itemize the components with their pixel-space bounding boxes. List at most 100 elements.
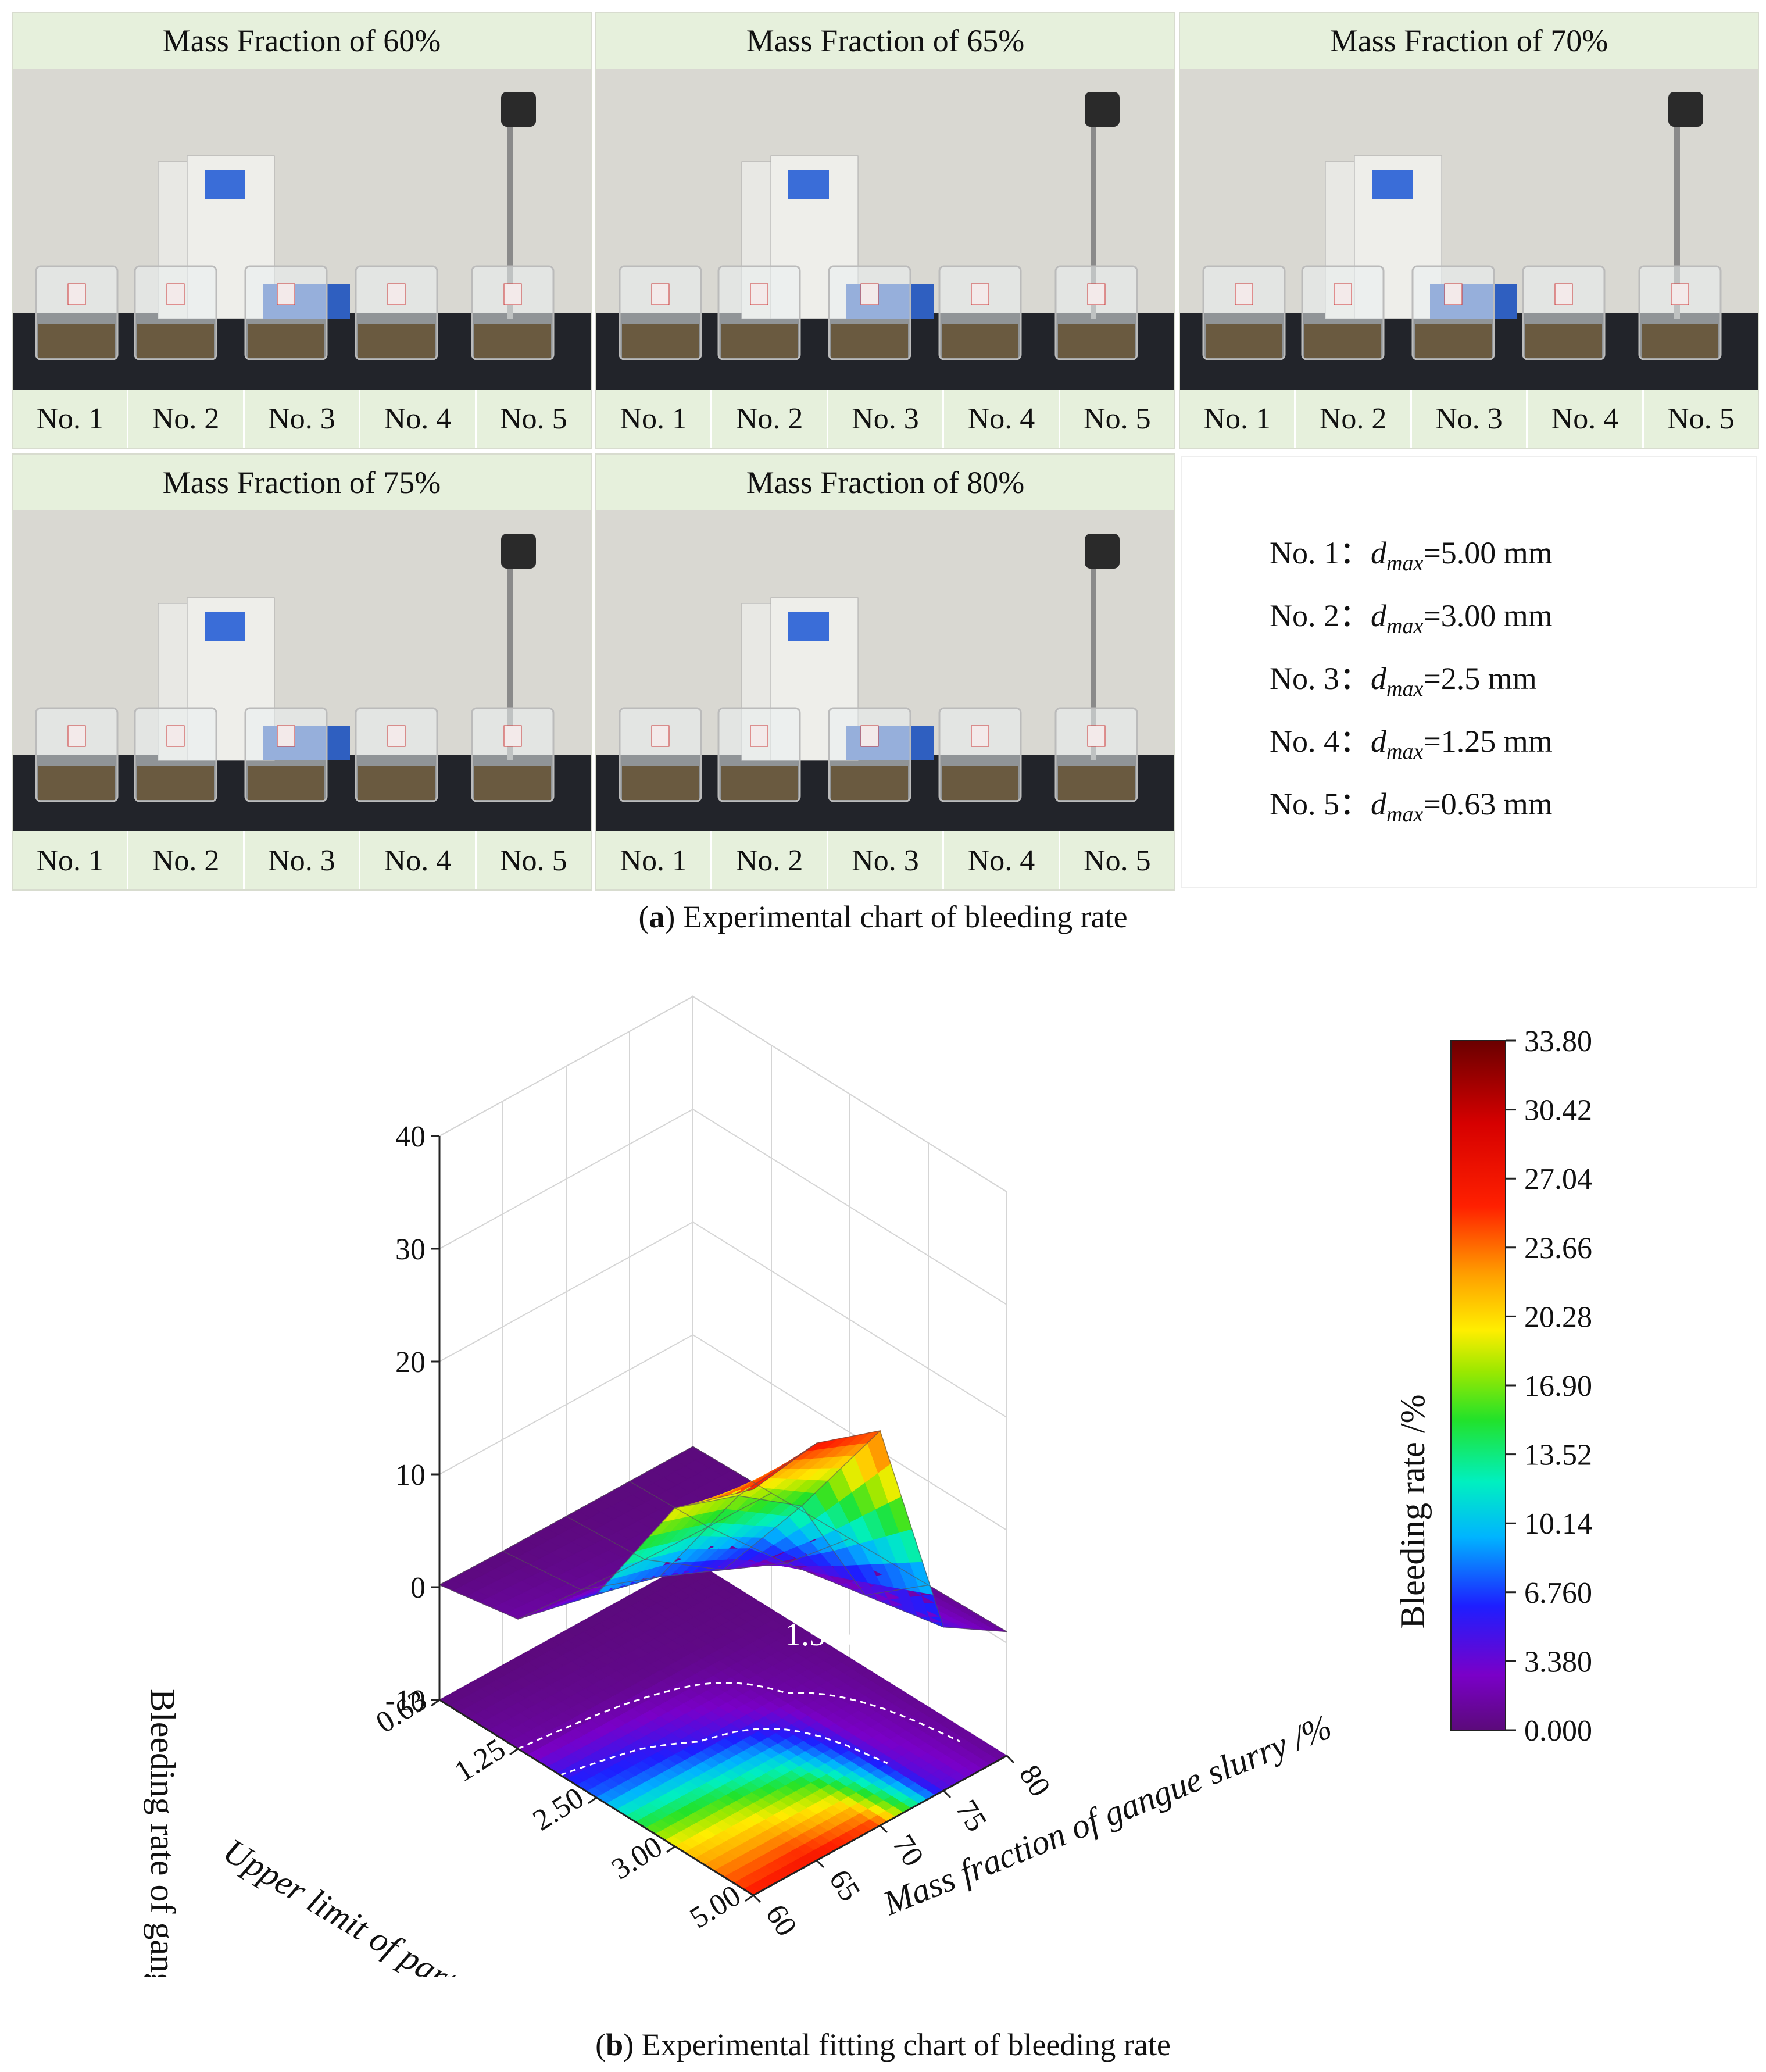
sample-label: No. 1 bbox=[1180, 390, 1295, 448]
sample-label: No. 3 bbox=[1410, 390, 1527, 448]
sample-label: No. 2 bbox=[710, 831, 827, 889]
colorbar-tick-label: 20.28 bbox=[1524, 1301, 1592, 1334]
sample-label: No. 3 bbox=[242, 390, 359, 448]
sample-label: No. 1 bbox=[13, 390, 127, 448]
caption-b: (b) Experimental fitting chart of bleedi… bbox=[595, 2027, 1171, 2062]
legend-sub: max bbox=[1386, 676, 1424, 701]
legend-d: d bbox=[1371, 724, 1386, 759]
sample-label: No. 3 bbox=[242, 831, 359, 889]
y-tick-mark bbox=[752, 1894, 762, 1903]
experiment-panel: Mass Fraction of 65% No. 1 No. 2 No. 3 No. 4… bbox=[595, 12, 1175, 449]
x-tick-label: 3.00 bbox=[606, 1830, 668, 1887]
sample-label: No. 5 bbox=[1058, 831, 1175, 889]
legend-d: d bbox=[1371, 661, 1386, 696]
legend-sub: max bbox=[1386, 613, 1424, 638]
sample-label: No. 4 bbox=[942, 831, 1059, 889]
colorbar-ticks: 33.80 30.42 27.04 23.66 20.28 16.90 13.52 10.14… bbox=[1506, 1025, 1592, 1748]
legend-row: No. 4：dmax=1.25 mm bbox=[1270, 715, 1553, 765]
legend-row: No. 2：dmax=3.00 mm bbox=[1270, 590, 1553, 639]
colorbar bbox=[1450, 1040, 1506, 1731]
legend-row: No. 5：dmax=0.63 mm bbox=[1270, 778, 1553, 827]
x-tick-label: 5.00 bbox=[684, 1879, 746, 1935]
legend-value: =5.00 mm bbox=[1423, 535, 1553, 570]
caption-a: (a) Experimental chart of bleeding rate bbox=[638, 899, 1128, 934]
x-tick-mark bbox=[745, 1894, 754, 1902]
mesh-line bbox=[502, 1442, 817, 1591]
y-tick-mark bbox=[816, 1859, 825, 1869]
mesh-line bbox=[629, 1481, 944, 1628]
legend-d: d bbox=[1371, 598, 1386, 633]
x-tick-label: 2.50 bbox=[527, 1781, 589, 1838]
legend-value: =0.63 mm bbox=[1423, 787, 1553, 821]
sample-labels: No. 1 No. 2 No. 3 No. 4 No. 5 bbox=[13, 831, 591, 889]
experiment-panel: Mass Fraction of 60% No. 1 No. 2 No. 3 No. 4… bbox=[12, 12, 592, 449]
lab-photo bbox=[596, 510, 1174, 834]
sample-label: No. 5 bbox=[1058, 390, 1175, 448]
sample-label: No. 3 bbox=[826, 831, 943, 889]
lab-photo-illustration bbox=[1180, 69, 1758, 392]
x-tick-mark bbox=[509, 1748, 519, 1756]
colorbar-tick-label: 13.52 bbox=[1524, 1439, 1592, 1472]
mesh-line bbox=[566, 1430, 881, 1571]
lab-photo bbox=[13, 69, 591, 392]
sample-label: No. 2 bbox=[127, 390, 243, 448]
lab-photo-illustration bbox=[596, 510, 1174, 834]
panel-title: Mass Fraction of 65% bbox=[596, 13, 1174, 69]
legend-sub: max bbox=[1386, 739, 1424, 764]
colorbar-label: Bleeding rate /% bbox=[1393, 1394, 1432, 1628]
legend-no: No. 1： bbox=[1270, 535, 1371, 570]
caption-b-text: Experimental fitting chart of bleeding r… bbox=[634, 2027, 1171, 2062]
colorbar-tick-label: 6.760 bbox=[1524, 1577, 1592, 1610]
sample-label: No. 5 bbox=[474, 831, 591, 889]
sample-label: No. 2 bbox=[127, 831, 243, 889]
sample-labels: No. 1 No. 2 No. 3 No. 4 No. 5 bbox=[13, 390, 591, 448]
sample-label: No. 1 bbox=[13, 831, 127, 889]
z-tick-label: 30 bbox=[395, 1233, 426, 1266]
caption-b-letter: b bbox=[606, 2027, 624, 2062]
legend-row: No. 1：dmax=5.00 mm bbox=[1270, 527, 1553, 576]
z-axis-label: Bleeding rate of gangue slurry /% bbox=[144, 1689, 182, 1977]
lab-photo bbox=[1180, 69, 1758, 392]
sample-label: No. 2 bbox=[710, 390, 827, 448]
sample-label: No. 4 bbox=[1526, 390, 1642, 448]
contour-projection bbox=[439, 1560, 1007, 1896]
particle-size-legend: No. 1：dmax=5.00 mm No. 2：dmax=3.00 mm No… bbox=[1181, 456, 1757, 888]
sample-label: No. 3 bbox=[826, 390, 943, 448]
legend-no: No. 3： bbox=[1270, 661, 1371, 696]
contour-line bbox=[560, 1727, 888, 1776]
x-tick-mark bbox=[588, 1796, 597, 1805]
sample-labels: No. 1 No. 2 No. 3 No. 4 No. 5 bbox=[1180, 390, 1758, 448]
legend-row: No. 3：dmax=2.5 mm bbox=[1270, 652, 1537, 702]
sample-label: No. 5 bbox=[1642, 390, 1758, 448]
y-tick-mark bbox=[942, 1789, 952, 1799]
legend-value: =2.5 mm bbox=[1423, 661, 1537, 696]
x-tick-mark bbox=[666, 1845, 675, 1853]
y-tick-mark bbox=[1006, 1755, 1015, 1764]
contour-line bbox=[517, 1681, 961, 1750]
sample-label: No. 1 bbox=[596, 390, 711, 448]
caption-a-text: Experimental chart of bleeding rate bbox=[675, 899, 1128, 934]
legend-value: =3.00 mm bbox=[1423, 598, 1553, 633]
colorbar-tick-label: 16.90 bbox=[1524, 1370, 1592, 1403]
lab-photo bbox=[596, 69, 1174, 392]
mesh-line bbox=[439, 1488, 754, 1620]
x-tick-mark bbox=[431, 1699, 440, 1707]
y-tick-label: 80 bbox=[1013, 1759, 1057, 1802]
legend-no: No. 4： bbox=[1270, 724, 1371, 759]
y-tick-label: 75 bbox=[949, 1794, 993, 1837]
colorbar-tick-label: 30.42 bbox=[1524, 1094, 1592, 1127]
panel-title: Mass Fraction of 80% bbox=[596, 455, 1174, 510]
x-tick-label: 1.25 bbox=[449, 1732, 511, 1789]
y-tick-mark bbox=[879, 1824, 888, 1834]
lab-photo bbox=[13, 510, 591, 834]
legend-sub: max bbox=[1386, 802, 1424, 827]
colorbar-tick-label: 10.14 bbox=[1524, 1507, 1592, 1541]
sample-label: No. 4 bbox=[359, 390, 475, 448]
legend-no: No. 5： bbox=[1270, 787, 1371, 821]
z-tick-label: 0 bbox=[410, 1571, 426, 1605]
sample-labels: No. 1 No. 2 No. 3 No. 4 No. 5 bbox=[596, 390, 1175, 448]
sample-label: No. 1 bbox=[596, 831, 711, 889]
sample-label: No. 2 bbox=[1294, 390, 1410, 448]
legend-d: d bbox=[1371, 787, 1386, 821]
